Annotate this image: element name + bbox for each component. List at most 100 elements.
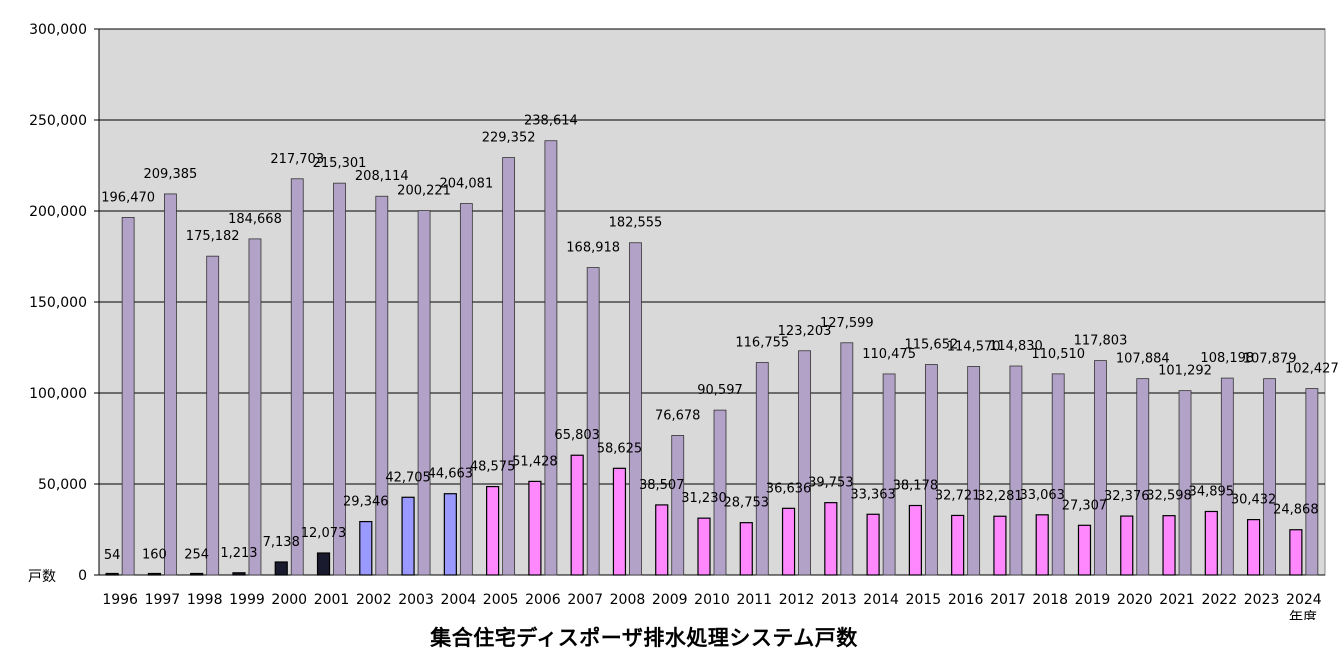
bar-primary	[274, 561, 288, 576]
y-tick-label: 0	[78, 568, 87, 584]
value-label-primary: 32,721	[935, 488, 981, 503]
x-tick-label: 2000	[271, 592, 307, 608]
value-label-secondary: 107,879	[1243, 352, 1297, 367]
bar-primary	[866, 513, 880, 576]
bar-secondary	[924, 364, 938, 576]
x-tick-label: 2020	[1117, 592, 1153, 608]
y-tick-label: 100,000	[29, 386, 87, 402]
bar-secondary	[840, 342, 854, 576]
bar-secondary	[671, 435, 685, 576]
value-label-secondary: 107,884	[1116, 352, 1170, 367]
value-label-primary: 29,346	[343, 495, 389, 510]
value-label-primary: 33,363	[850, 487, 896, 502]
bar-secondary	[1178, 390, 1192, 576]
value-label-secondary: 204,081	[439, 177, 493, 192]
bar-secondary	[1094, 360, 1107, 576]
x-tick-label: 1998	[187, 592, 223, 608]
x-tick-label: 2003	[398, 592, 434, 608]
bar-primary	[1077, 524, 1092, 576]
y-axis-label: 戸数	[28, 569, 56, 585]
x-tick-label: 2014	[863, 592, 899, 608]
value-label-secondary: 90,597	[697, 383, 743, 398]
bar-primary	[824, 502, 838, 576]
value-label-primary: 32,598	[1146, 489, 1192, 504]
value-label-primary: 58,625	[597, 441, 643, 456]
bar-primary	[1162, 515, 1176, 576]
bar-secondary	[713, 409, 727, 576]
value-label-secondary: 110,510	[1031, 347, 1085, 362]
value-label-secondary: 101,292	[1158, 364, 1212, 379]
x-tick-label: 2016	[948, 592, 984, 608]
bar-secondary	[755, 362, 769, 576]
value-label-primary: 1,213	[220, 546, 257, 561]
value-label-primary: 28,753	[724, 496, 770, 511]
value-label-secondary: 168,918	[566, 241, 620, 256]
bar-secondary	[459, 203, 473, 576]
bar-primary	[908, 504, 922, 576]
bar-secondary	[1220, 377, 1234, 576]
bar-chart: 0 50,000 100,000 150,000 200,000 250,000 300,0…	[28, 22, 1338, 620]
value-label-secondary: 115,652	[904, 338, 958, 353]
y-tick-label: 250,000	[29, 113, 87, 129]
bar-primary	[951, 514, 965, 576]
bar-secondary	[248, 238, 262, 576]
bar-primary	[232, 572, 246, 576]
value-label-primary: 44,663	[428, 467, 474, 482]
value-label-secondary: 209,385	[144, 167, 198, 182]
value-label-primary: 36,636	[766, 481, 812, 496]
bar-secondary	[1136, 378, 1150, 576]
bar-primary	[739, 522, 753, 576]
bar-secondary	[417, 210, 431, 576]
bar-primary	[147, 572, 162, 576]
bar-secondary	[967, 366, 981, 576]
value-label-secondary: 208,114	[355, 169, 409, 184]
bar-secondary	[290, 178, 304, 576]
value-label-primary: 34,895	[1189, 484, 1235, 499]
chart-title: 集合住宅ディスポーザ排水処理システム戸数	[430, 626, 858, 650]
x-tick-label: 2024	[1286, 592, 1322, 608]
value-label-primary: 42,705	[385, 470, 431, 485]
value-label-primary: 160	[142, 548, 167, 563]
x-tick-label: 2004	[441, 592, 477, 608]
bar-secondary	[882, 373, 896, 576]
value-label-primary: 32,376	[1104, 489, 1150, 504]
bar-primary	[993, 515, 1007, 576]
x-tick-label: 2019	[1075, 592, 1111, 608]
bar-primary	[1246, 519, 1261, 576]
value-label-primary: 33,063	[1019, 488, 1065, 503]
value-label-primary: 54	[104, 548, 121, 563]
x-tick-label: 2017	[990, 592, 1026, 608]
bar-primary	[1120, 515, 1134, 576]
bar-primary	[1035, 514, 1049, 576]
x-tick-label: 2018	[1032, 592, 1068, 608]
value-label-secondary: 200,221	[397, 184, 451, 199]
value-label-primary: 65,803	[554, 428, 600, 443]
bar-primary	[359, 520, 373, 576]
value-label-secondary: 114,830	[989, 339, 1043, 354]
value-label-secondary: 76,678	[655, 408, 701, 423]
value-label-primary: 39,753	[808, 476, 854, 491]
x-tick-label: 2001	[314, 592, 350, 608]
x-tick-label: 2005	[483, 592, 519, 608]
value-label-secondary: 229,352	[482, 131, 536, 146]
bar-secondary	[164, 193, 177, 576]
value-label-secondary: 238,614	[524, 114, 578, 129]
value-label-secondary: 114,570	[947, 339, 1001, 354]
value-label-secondary: 182,555	[609, 216, 663, 231]
bar-secondary	[1051, 373, 1065, 576]
x-tick-label: 1997	[145, 592, 181, 608]
value-label-primary: 27,307	[1062, 498, 1108, 513]
bar-primary	[443, 493, 457, 576]
bar-secondary	[121, 217, 135, 576]
bar-secondary	[798, 350, 811, 576]
value-label-secondary: 175,182	[186, 229, 240, 244]
bar-secondary	[1305, 388, 1319, 576]
bar-secondary	[544, 140, 558, 576]
bar-secondary	[333, 182, 346, 576]
value-label-primary: 12,073	[301, 526, 347, 541]
value-label-secondary: 127,599	[820, 316, 874, 331]
value-label-secondary: 123,203	[778, 324, 832, 339]
x-tick-label: 2015	[906, 592, 942, 608]
bars	[105, 140, 1319, 576]
x-tick-label: 2002	[356, 592, 392, 608]
